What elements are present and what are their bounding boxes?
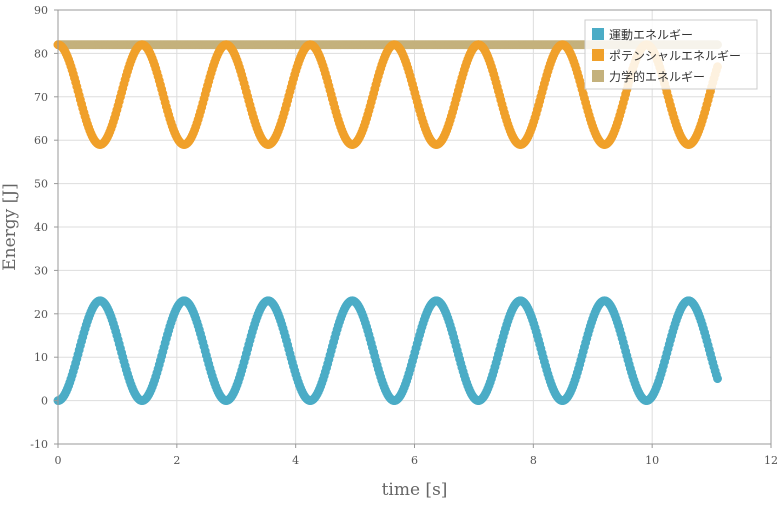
y-axis-ticks: -10 0 10 20 30 40 50 60 70 80 90 [30, 4, 58, 451]
legend-swatch [592, 49, 604, 61]
legend-item-1[interactable]: ポテンシャルエネルギー [592, 49, 741, 63]
y-tick-label: 90 [34, 4, 48, 17]
point [713, 374, 722, 384]
legend-box [584, 19, 758, 90]
legend-item-2[interactable]: 力学的エネルギー [592, 69, 705, 84]
x-tick-label: 6 [411, 454, 418, 467]
legend-label: 運動エネルギー [609, 28, 693, 42]
x-tick-label: 2 [173, 454, 180, 467]
series-1 [53, 40, 722, 149]
y-tick-label: 20 [34, 308, 48, 321]
y-tick-label: 30 [34, 264, 48, 277]
y-axis-title: Energy [J] [0, 183, 20, 271]
x-tick-label: 4 [292, 454, 299, 467]
y-tick-label: -10 [30, 438, 48, 451]
legend-swatch [592, 70, 604, 82]
x-axis-ticks: 0 2 4 6 8 10 12 [55, 444, 778, 467]
legend-item-0[interactable]: 運動エネルギー [592, 28, 693, 42]
x-axis-title: time [s] [382, 480, 448, 500]
y-tick-label: 80 [34, 47, 48, 60]
y-tick-label: 50 [34, 178, 48, 191]
series-0 [53, 296, 722, 406]
legend-swatch [592, 28, 604, 40]
y-tick-label: 40 [34, 221, 48, 234]
y-tick-label: 60 [34, 134, 48, 147]
legend-label: ポテンシャルエネルギー [609, 49, 741, 63]
x-tick-label: 10 [645, 454, 659, 467]
x-tick-label: 0 [55, 454, 62, 467]
legend-label: 力学的エネルギー [609, 69, 705, 84]
x-tick-label: 8 [530, 454, 537, 467]
y-tick-label: 0 [41, 395, 48, 408]
x-tick-label: 12 [764, 454, 778, 467]
y-tick-label: 70 [34, 91, 48, 104]
y-tick-label: 10 [34, 351, 48, 364]
